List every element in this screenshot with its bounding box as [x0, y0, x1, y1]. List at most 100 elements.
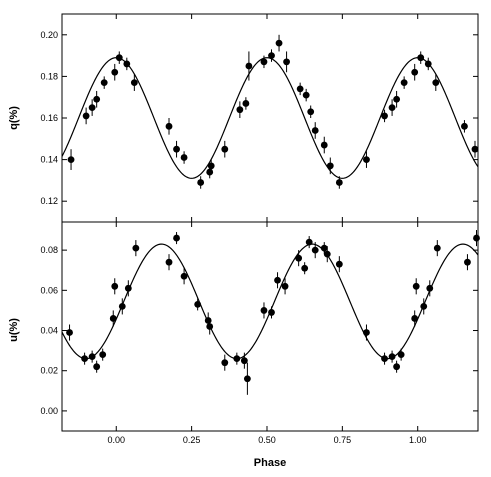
u-data-point — [320, 244, 328, 252]
u-plot-frame — [61, 221, 479, 432]
u-data-point — [81, 355, 89, 363]
q-data-point — [245, 62, 253, 70]
q-data-point — [307, 108, 315, 116]
u-ytick-label: 0.08 — [40, 245, 58, 255]
phase-tick-label: 1.00 — [409, 435, 427, 445]
q-data-point — [100, 79, 108, 87]
q-data-point — [320, 141, 328, 149]
q-data-point — [363, 156, 370, 164]
q-data-point — [326, 162, 334, 170]
q-ytick-label: 0.12 — [40, 196, 58, 206]
q-axis-title: q(%) — [8, 106, 20, 130]
q-ytick-label: 0.14 — [40, 155, 58, 165]
q-data-point — [173, 145, 180, 153]
phase-tick-label: 0.00 — [107, 435, 125, 445]
q-data-point — [67, 156, 75, 164]
q-data-point — [130, 79, 138, 87]
u-data-point — [233, 355, 241, 363]
u-data-point — [88, 353, 96, 361]
u-data-point — [363, 329, 370, 336]
q-data-point — [242, 100, 250, 107]
u-data-point — [281, 282, 289, 290]
q-data-point — [417, 54, 425, 62]
q-data-point — [111, 68, 119, 76]
q-data-point — [260, 58, 268, 66]
q-data-point — [207, 162, 215, 170]
u-data-point — [311, 246, 319, 254]
q-ytick-label: 0.18 — [40, 71, 58, 81]
u-data-point — [132, 244, 140, 252]
q-data-point — [180, 154, 188, 161]
q-data-point — [82, 112, 90, 120]
u-model-curve — [61, 243, 479, 360]
u-data-point — [473, 234, 480, 242]
u-data-point — [426, 284, 434, 292]
u-data-point — [260, 307, 268, 314]
u-data-point — [381, 355, 388, 363]
u-data-point — [388, 353, 396, 361]
q-data-point — [236, 106, 244, 114]
u-data-point — [194, 300, 202, 308]
q-data-point — [424, 60, 432, 68]
u-data-point — [111, 282, 119, 290]
u-data-point — [393, 363, 401, 371]
q-data-point — [432, 79, 440, 87]
q-data-point — [88, 104, 96, 111]
u-data-point — [206, 323, 214, 330]
u-panel: 0.00 0.02 0.04 0.06 0.08 0.00 0.25 0.50 0.75 1.00 — [40, 221, 480, 445]
u-ytick-label: 0.02 — [40, 366, 58, 376]
u-data-point — [173, 234, 180, 242]
q-ytick-label: 0.16 — [40, 113, 58, 123]
q-data-point — [268, 52, 275, 59]
u-data-point — [323, 250, 331, 258]
u-data-point — [99, 351, 107, 359]
u-data-point — [420, 303, 428, 310]
u-data-point — [240, 357, 248, 365]
phase-tick-label: 0.75 — [334, 435, 352, 445]
u-data-point — [397, 351, 405, 359]
u-data-point — [274, 276, 281, 284]
q-data-point — [471, 145, 479, 153]
q-data-point — [296, 85, 304, 93]
phase-tick-label: 0.25 — [183, 435, 201, 445]
q-data-point — [197, 179, 205, 186]
phase-tick-label: 0.50 — [258, 435, 276, 445]
q-data-point — [165, 122, 173, 130]
q-panel: 0.12 0.14 0.16 0.18 0.20 — [40, 13, 479, 223]
u-data-point — [305, 238, 313, 246]
q-data-point — [93, 95, 101, 103]
q-data-point — [393, 95, 401, 103]
u-data-point — [109, 315, 117, 322]
u-data-point — [268, 309, 275, 316]
u-data-point — [433, 244, 441, 252]
q-data-point — [381, 112, 388, 120]
q-data-point — [206, 168, 214, 176]
q-data-point — [311, 127, 319, 134]
u-ytick-label: 0.06 — [40, 285, 58, 295]
u-data-point — [221, 359, 229, 367]
q-data-point — [388, 104, 396, 111]
q-data-point — [221, 145, 229, 153]
q-data-point — [115, 54, 123, 62]
q-data-point — [283, 58, 290, 66]
u-data-point — [335, 260, 343, 268]
u-axis-title: u(%) — [8, 318, 20, 342]
q-data-point — [123, 60, 131, 68]
q-data-point — [275, 39, 283, 47]
u-data-point — [412, 282, 420, 290]
q-ytick-label: 0.20 — [40, 30, 58, 40]
u-data-point — [243, 375, 251, 383]
u-data-point — [93, 363, 101, 371]
phase-axis-title: Phase — [254, 457, 286, 469]
u-data-point — [180, 272, 188, 280]
u-data-point — [118, 303, 126, 310]
q-data-point — [400, 79, 408, 87]
q-data-point — [335, 179, 343, 186]
u-ytick-label: 0.04 — [40, 326, 58, 336]
u-data-point — [66, 329, 73, 336]
u-data-point — [204, 317, 212, 324]
u-data-point — [301, 264, 309, 272]
q-data-point — [411, 68, 419, 76]
q-model-curve — [61, 57, 479, 179]
